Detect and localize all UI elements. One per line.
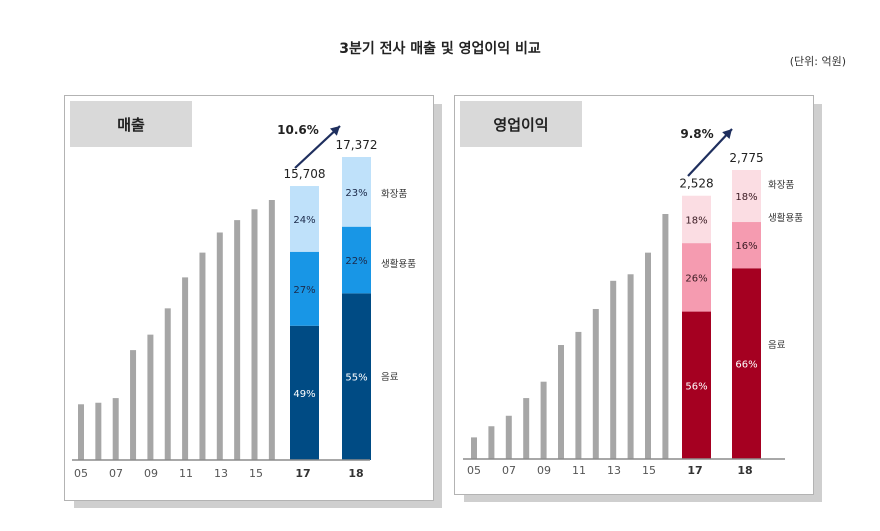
revenue-history-bar bbox=[268, 200, 275, 460]
revenue-stack-segment bbox=[342, 226, 371, 294]
profit-stack-segment bbox=[732, 268, 761, 459]
revenue-legend-label: 생활용품 bbox=[381, 258, 416, 270]
profit-history-bar bbox=[558, 345, 564, 459]
revenue-history-bar bbox=[216, 232, 223, 460]
revenue-segment-label: 24% bbox=[293, 215, 315, 226]
revenue-tick-label: 13 bbox=[214, 467, 228, 480]
profit-tick-label: 05 bbox=[467, 464, 481, 477]
revenue-stack-segment bbox=[290, 251, 319, 326]
revenue-stack-segment bbox=[290, 186, 319, 252]
profit-tick-label: 07 bbox=[502, 464, 516, 477]
revenue-tick-label: 11 bbox=[179, 467, 193, 480]
profit-history-bar bbox=[662, 214, 669, 459]
revenue-history-bar bbox=[182, 277, 189, 460]
revenue-segment-label: 27% bbox=[293, 285, 315, 296]
profit-tick-label: 13 bbox=[607, 464, 621, 477]
revenue-tick-label: 15 bbox=[249, 467, 263, 480]
profit-growth-label: 9.8% bbox=[680, 127, 713, 141]
profit-growth-arrow bbox=[687, 128, 733, 177]
revenue-tick-label: 05 bbox=[74, 467, 88, 480]
profit-growth-arrow-head bbox=[722, 129, 732, 139]
profit-tick-label: 17 bbox=[687, 464, 702, 477]
profit-stack-segment bbox=[682, 243, 711, 312]
revenue-total-label: 17,372 bbox=[336, 138, 378, 152]
revenue-history-bar bbox=[147, 334, 154, 460]
revenue-segment-label: 49% bbox=[293, 389, 315, 400]
revenue-history-bar bbox=[112, 398, 119, 460]
profit-tick-label: 15 bbox=[642, 464, 656, 477]
profit-segment-label: 18% bbox=[735, 192, 757, 203]
revenue-history-bar bbox=[78, 404, 84, 460]
revenue-growth-label: 10.6% bbox=[277, 123, 319, 137]
revenue-legend-label: 음료 bbox=[381, 372, 399, 383]
profit-history-bar bbox=[540, 381, 547, 459]
profit-history-bar bbox=[505, 415, 512, 459]
profit-segment-label: 66% bbox=[735, 360, 757, 371]
profit-history-bar bbox=[488, 426, 495, 459]
profit-legend-label: 화장품 bbox=[768, 180, 794, 191]
page-title: 3분기 전사 매출 및 영업이익 비교 bbox=[339, 41, 541, 57]
profit-legend-label: 음료 bbox=[768, 340, 786, 351]
profit-panel-label: 영업이익 bbox=[493, 115, 549, 134]
revenue-history-bar bbox=[95, 402, 102, 460]
unit-label: (단위: 억원) bbox=[789, 55, 846, 68]
revenue-history-bar bbox=[251, 209, 258, 460]
revenue-stack-segment bbox=[342, 293, 371, 460]
revenue-legend-label: 화장품 bbox=[381, 189, 407, 200]
revenue-segment-label: 23% bbox=[345, 188, 367, 199]
profit-history-bar bbox=[627, 274, 634, 459]
revenue-tick-label: 18 bbox=[348, 467, 363, 480]
profit-tick-label: 09 bbox=[537, 464, 551, 477]
profit-tick-label: 18 bbox=[737, 464, 752, 477]
revenue-segment-label: 22% bbox=[345, 256, 367, 267]
profit-stack-segment bbox=[732, 222, 761, 269]
profit-total-label: 2,528 bbox=[679, 177, 713, 191]
profit-history-bar bbox=[575, 331, 582, 459]
profit-segment-label: 18% bbox=[685, 215, 707, 226]
revenue-history-bar bbox=[130, 350, 137, 460]
profit-total-label: 2,775 bbox=[729, 151, 763, 165]
revenue-tick-label: 17 bbox=[295, 467, 310, 480]
revenue-tick-label: 09 bbox=[144, 467, 158, 480]
profit-history-bar bbox=[592, 308, 599, 459]
profit-tick-label: 11 bbox=[572, 464, 586, 477]
profit-panel-tab: 영업이익 bbox=[460, 101, 582, 147]
revenue-panel-tab: 매출 bbox=[70, 101, 192, 147]
profit-stack-segment bbox=[732, 170, 761, 223]
revenue-stack-segment bbox=[290, 325, 319, 460]
revenue-stack-segment bbox=[342, 157, 371, 227]
revenue-history-bar bbox=[234, 220, 241, 460]
revenue-history-bar bbox=[199, 252, 206, 460]
profit-legend-label: 생활용품 bbox=[768, 212, 803, 224]
revenue-tick-label: 07 bbox=[109, 467, 123, 480]
profit-history-bar bbox=[523, 398, 530, 459]
profit-stack-segment bbox=[682, 311, 711, 459]
profit-history-bar bbox=[610, 280, 617, 459]
profit-history-bar bbox=[645, 252, 651, 459]
profit-history-bar bbox=[471, 437, 477, 459]
profit-stack-segment bbox=[682, 195, 711, 244]
revenue-total-label: 15,708 bbox=[284, 167, 326, 181]
revenue-segment-label: 55% bbox=[345, 373, 367, 384]
profit-segment-label: 26% bbox=[685, 273, 707, 284]
profit-segment-label: 56% bbox=[685, 381, 707, 392]
revenue-growth-arrow-head bbox=[330, 126, 340, 136]
revenue-growth-arrow bbox=[294, 125, 341, 169]
revenue-panel-label: 매출 bbox=[117, 115, 145, 134]
profit-segment-label: 16% bbox=[735, 241, 757, 252]
revenue-history-bar bbox=[164, 308, 171, 460]
